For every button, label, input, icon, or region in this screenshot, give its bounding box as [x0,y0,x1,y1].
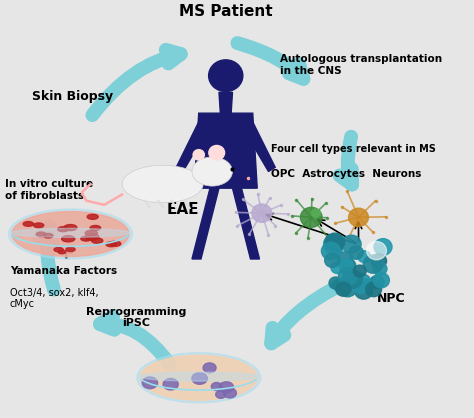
Ellipse shape [36,232,46,237]
Circle shape [321,242,340,260]
Ellipse shape [203,363,216,373]
Circle shape [366,282,382,297]
Circle shape [324,234,345,254]
Ellipse shape [9,209,132,259]
Text: Reprogramming
iPSC: Reprogramming iPSC [85,306,186,328]
Ellipse shape [58,250,66,254]
Circle shape [370,275,384,289]
Circle shape [338,279,357,297]
Ellipse shape [62,236,75,242]
Circle shape [329,277,342,289]
Circle shape [339,258,356,274]
Text: In vitro culture
of fibroblasts: In vitro culture of fibroblasts [5,179,93,201]
Text: Oct3/4, sox2, klf4,
cMyc: Oct3/4, sox2, klf4, cMyc [9,288,98,309]
Circle shape [373,273,390,288]
Circle shape [209,60,243,92]
Circle shape [331,262,344,273]
Ellipse shape [90,225,100,230]
Ellipse shape [192,157,232,186]
Ellipse shape [58,227,69,232]
Circle shape [353,265,366,277]
Circle shape [348,208,368,227]
Circle shape [350,274,372,293]
Ellipse shape [211,382,222,390]
Ellipse shape [34,223,44,228]
Circle shape [374,239,392,255]
Text: Four cell types relevant in MS: Four cell types relevant in MS [271,144,436,153]
Polygon shape [192,188,219,259]
Text: +: + [57,243,75,263]
Ellipse shape [140,355,257,400]
Circle shape [311,209,320,217]
Ellipse shape [109,241,121,246]
Ellipse shape [85,234,99,240]
Polygon shape [241,117,275,171]
Ellipse shape [106,242,117,247]
Ellipse shape [85,230,97,236]
Ellipse shape [192,372,208,384]
Circle shape [333,279,346,291]
Circle shape [252,204,272,222]
Ellipse shape [54,247,63,252]
Circle shape [357,279,373,293]
Circle shape [342,270,362,288]
Circle shape [338,268,357,285]
Text: Skin Biopsy: Skin Biopsy [32,90,113,103]
Text: Autologous transplantation
in the CNS: Autologous transplantation in the CNS [280,54,442,76]
Text: Yamanaka Factors: Yamanaka Factors [9,267,117,276]
Ellipse shape [64,224,77,231]
Ellipse shape [163,378,178,390]
Ellipse shape [81,236,91,241]
Circle shape [339,259,353,272]
Ellipse shape [23,222,34,226]
Ellipse shape [223,388,237,398]
Ellipse shape [66,247,75,252]
Ellipse shape [209,145,225,160]
Circle shape [374,263,387,275]
Circle shape [371,254,387,268]
Circle shape [325,253,340,268]
Polygon shape [176,117,210,171]
Text: NPC: NPC [376,292,405,305]
Ellipse shape [139,372,258,381]
Ellipse shape [11,228,130,237]
Ellipse shape [12,212,129,257]
Ellipse shape [87,214,98,219]
Ellipse shape [193,150,204,160]
Circle shape [355,283,373,299]
Ellipse shape [137,353,261,403]
Polygon shape [194,113,257,188]
Ellipse shape [43,233,53,238]
Ellipse shape [216,390,226,398]
Circle shape [363,255,383,273]
Ellipse shape [142,377,158,389]
Circle shape [349,246,363,259]
Ellipse shape [122,165,203,203]
Text: OPC  Astrocytes  Neurons: OPC Astrocytes Neurons [271,168,421,178]
Polygon shape [232,188,259,259]
Circle shape [342,235,361,253]
Circle shape [301,207,322,227]
Circle shape [325,233,345,251]
Ellipse shape [219,382,234,393]
Polygon shape [219,92,232,113]
Circle shape [336,282,351,296]
Circle shape [358,251,371,263]
Circle shape [366,242,386,260]
Circle shape [337,252,353,266]
Text: EAE: EAE [167,201,199,217]
Ellipse shape [91,238,103,243]
Text: MS Patient: MS Patient [179,4,273,19]
